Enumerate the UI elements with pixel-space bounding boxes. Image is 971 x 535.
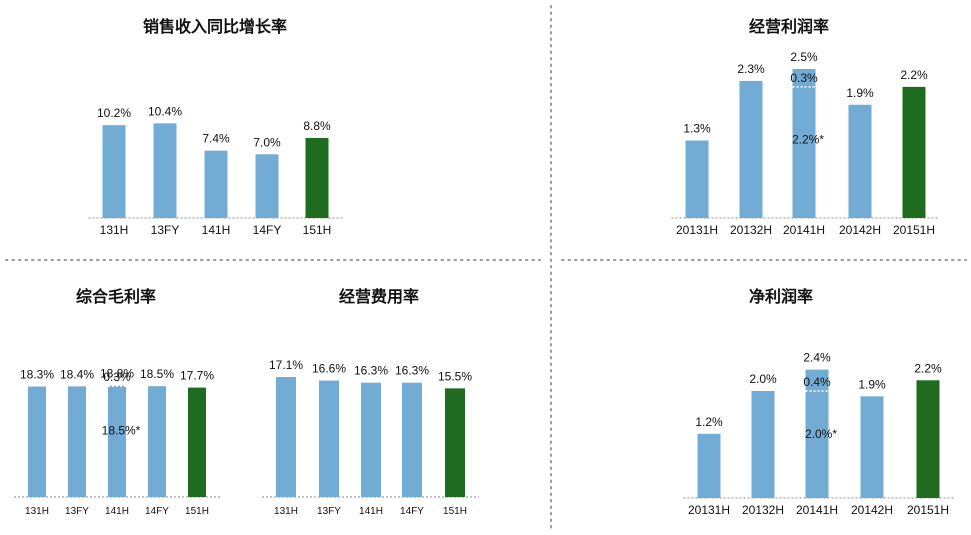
- bar-131H: [28, 386, 46, 497]
- tick-label-131H: 131H: [100, 223, 129, 237]
- value-label-14FY: 16.3%: [395, 364, 429, 378]
- bar-20142H: [860, 396, 884, 498]
- chart-net-margin: 净利润率 1.2% 20131H 2.0% 20132H 2.4% 20141H 0.4% 2.…: [683, 287, 954, 517]
- tick-label-20141H: 20141H: [796, 503, 838, 517]
- bar-20132H: [751, 391, 775, 498]
- value-label-131H: 18.3%: [20, 368, 54, 382]
- chart-operating-margin: 经营利润率 1.3% 20131H 2.3% 20132H 2.5% 20141H 0.3% 2…: [671, 17, 940, 237]
- bar-13FY: [319, 380, 339, 497]
- tick-label-131H: 131H: [25, 506, 49, 517]
- split-base-label: 2.0%*: [805, 427, 837, 441]
- bar-141H: [108, 385, 126, 497]
- chart-gross-margin: 综合毛利率 18.3% 131H 18.4% 13FY 18.8% 141H 0.3% 18.5…: [14, 287, 220, 517]
- value-label-141H: 18.8%: [100, 367, 134, 381]
- tick-label-14FY: 14FY: [253, 223, 282, 237]
- value-label-131H: 17.1%: [269, 358, 303, 372]
- tick-label-13FY: 13FY: [317, 506, 341, 517]
- bar-151H: [445, 388, 465, 497]
- split-increment-label: 0.3%: [103, 370, 131, 384]
- bar-13FY: [153, 123, 177, 218]
- bar-14FY: [148, 386, 166, 497]
- bar-141H: [361, 382, 381, 497]
- value-label-151H: 8.8%: [303, 119, 331, 133]
- value-label-20141H: 2.5%: [790, 50, 818, 64]
- tick-label-13FY: 13FY: [65, 506, 89, 517]
- value-label-14FY: 7.0%: [253, 135, 281, 149]
- bar-20131H: [685, 140, 709, 218]
- value-label-141H: 16.3%: [354, 364, 388, 378]
- tick-label-131H: 131H: [274, 506, 298, 517]
- value-label-20132H: 2.3%: [737, 62, 765, 76]
- value-label-20141H: 2.4%: [803, 351, 831, 365]
- value-label-20131H: 1.2%: [695, 415, 723, 429]
- tick-label-14FY: 14FY: [145, 506, 169, 517]
- bar-20151H: [902, 86, 926, 218]
- value-label-14FY: 18.5%: [140, 367, 174, 381]
- bar-20132H: [739, 80, 763, 218]
- tick-label-141H: 141H: [202, 223, 231, 237]
- chart-operating-expense: 经营费用率 17.1% 131H 16.6% 13FY 16.3% 141H 16.3% 14F…: [262, 287, 479, 517]
- tick-label-141H: 141H: [105, 506, 129, 517]
- value-label-20151H: 2.2%: [900, 68, 928, 82]
- bar-131H: [102, 125, 126, 218]
- split-increment-label: 0.3%: [790, 71, 818, 85]
- value-label-20142H: 1.9%: [846, 86, 874, 100]
- tick-label-20131H: 20131H: [676, 223, 718, 237]
- value-label-20132H: 2.0%: [749, 372, 777, 386]
- tick-label-20141H: 20141H: [783, 223, 825, 237]
- bar-13FY: [68, 386, 86, 497]
- value-label-141H: 7.4%: [202, 132, 230, 146]
- split-base-label: 2.2%*: [792, 132, 824, 146]
- split-base-label: 18.5%*: [102, 424, 141, 438]
- value-label-20131H: 1.3%: [683, 122, 711, 136]
- value-label-20142H: 1.9%: [858, 377, 886, 391]
- value-label-13FY: 10.4%: [148, 104, 182, 118]
- tick-label-151H: 151H: [303, 223, 332, 237]
- split-increment-label: 0.4%: [803, 375, 831, 389]
- value-label-20151H: 2.2%: [914, 361, 942, 375]
- value-label-151H: 17.7%: [180, 369, 214, 383]
- chart-sales-growth: 销售收入同比增长率 10.2% 131H 10.4% 13FY 7.4% 141H 7.0% 1…: [88, 17, 343, 237]
- tick-label-20142H: 20142H: [851, 503, 893, 517]
- tick-label-20151H: 20151H: [907, 503, 949, 517]
- tick-label-14FY: 14FY: [400, 506, 424, 517]
- tick-label-13FY: 13FY: [151, 223, 180, 237]
- tick-label-141H: 141H: [359, 506, 383, 517]
- bar-20142H: [848, 104, 872, 218]
- value-label-13FY: 16.6%: [312, 362, 346, 376]
- tick-label-20132H: 20132H: [730, 223, 772, 237]
- bar-20131H: [697, 433, 721, 498]
- chart-title: 净利润率: [749, 287, 813, 306]
- chart-title: 销售收入同比增长率: [143, 17, 287, 36]
- bar-20141H: [792, 69, 816, 218]
- bar-14FY: [402, 382, 422, 497]
- tick-label-151H: 151H: [443, 506, 467, 517]
- value-label-151H: 15.5%: [438, 369, 472, 383]
- tick-label-151H: 151H: [185, 506, 209, 517]
- tick-label-20142H: 20142H: [839, 223, 881, 237]
- bar-151H: [188, 387, 206, 497]
- tick-label-20131H: 20131H: [688, 503, 730, 517]
- bar-151H: [305, 137, 329, 218]
- bar-20151H: [916, 380, 940, 498]
- bar-14FY: [255, 154, 279, 218]
- bar-20141H: [805, 369, 829, 498]
- tick-label-20132H: 20132H: [742, 503, 784, 517]
- tick-label-20151H: 20151H: [893, 223, 935, 237]
- bar-141H: [204, 150, 228, 218]
- bar-131H: [276, 377, 296, 497]
- chart-title: 综合毛利率: [76, 287, 156, 306]
- chart-title: 经营利润率: [749, 17, 829, 36]
- chart-title: 经营费用率: [339, 287, 419, 306]
- value-label-13FY: 18.4%: [60, 367, 94, 381]
- value-label-131H: 10.2%: [97, 106, 131, 120]
